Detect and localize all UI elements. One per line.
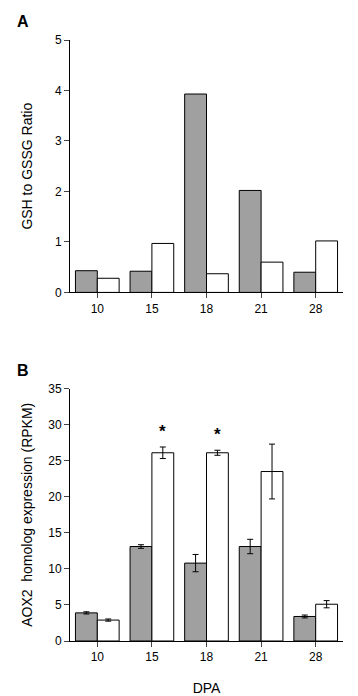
svg-text:21: 21 <box>254 302 268 316</box>
svg-text:18: 18 <box>200 650 214 664</box>
svg-text:2: 2 <box>55 185 62 199</box>
svg-text:4: 4 <box>55 84 62 98</box>
svg-text:5: 5 <box>55 598 62 612</box>
svg-text:15: 15 <box>145 650 159 664</box>
svg-text:15: 15 <box>48 526 62 540</box>
svg-text:35: 35 <box>48 382 62 396</box>
svg-text:30: 30 <box>48 418 62 432</box>
svg-text:GSH to GSSG Ratio: GSH to GSSG Ratio <box>19 103 35 230</box>
svg-text:20: 20 <box>48 490 62 504</box>
svg-text:5: 5 <box>55 33 62 47</box>
svg-text:25: 25 <box>48 454 62 468</box>
svg-text:10: 10 <box>48 562 62 576</box>
svg-text:10: 10 <box>91 302 105 316</box>
svg-text:0: 0 <box>55 286 62 300</box>
svg-text:15: 15 <box>145 302 159 316</box>
svg-text:A: A <box>17 13 29 30</box>
svg-text:18: 18 <box>200 302 214 316</box>
svg-text:1: 1 <box>55 235 62 249</box>
svg-text:28: 28 <box>309 650 323 664</box>
svg-text:21: 21 <box>254 650 268 664</box>
svg-text:B: B <box>17 362 29 379</box>
svg-text:10: 10 <box>91 650 105 664</box>
svg-text:28: 28 <box>309 302 323 316</box>
svg-text:*: * <box>159 422 166 441</box>
svg-text:3: 3 <box>55 134 62 148</box>
svg-text:AOX2 homolog expression (RPKM: AOX2 homolog expression (RPKM) <box>19 403 35 627</box>
svg-text:DPA: DPA <box>193 680 221 696</box>
svg-text:*: * <box>214 425 221 444</box>
svg-text:0: 0 <box>55 634 62 648</box>
